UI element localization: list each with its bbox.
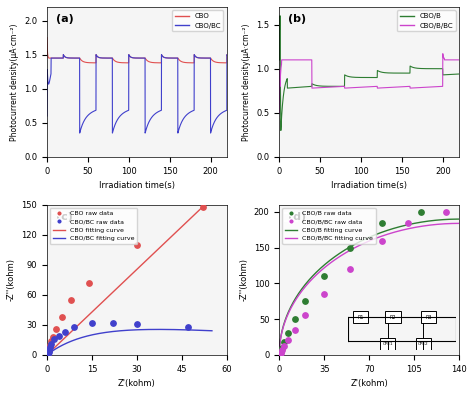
Point: [44, 351, 51, 357]
Y-axis label: -Z''(kohm): -Z''(kohm): [7, 258, 16, 301]
Point: [284, 337, 292, 344]
Point: [55, 333, 63, 339]
Y-axis label: Photocurrent density(μA·cm⁻²): Photocurrent density(μA·cm⁻²): [242, 23, 251, 141]
Text: (a): (a): [56, 15, 74, 24]
Point: [48, 340, 55, 347]
Point: [301, 298, 309, 305]
Point: [45, 349, 52, 356]
Text: (c): (c): [56, 212, 73, 222]
X-axis label: Irradiation time(s): Irradiation time(s): [99, 181, 175, 190]
X-axis label: Z'(kohm): Z'(kohm): [350, 379, 388, 388]
X-axis label: Irradiation time(s): Irradiation time(s): [331, 181, 407, 190]
Point: [45, 350, 52, 356]
Point: [45, 349, 53, 355]
Point: [133, 242, 141, 248]
Point: [320, 273, 328, 279]
Point: [70, 324, 78, 330]
Y-axis label: -Z''(kohm): -Z''(kohm): [239, 258, 248, 301]
Y-axis label: Photocurrent density(μA·cm⁻²): Photocurrent density(μA·cm⁻²): [9, 23, 18, 141]
Point: [404, 220, 411, 226]
Point: [45, 347, 53, 354]
Point: [378, 237, 386, 244]
Point: [276, 350, 283, 357]
Point: [301, 312, 309, 319]
Point: [277, 348, 284, 354]
Point: [58, 314, 66, 320]
Point: [85, 280, 93, 286]
Point: [320, 291, 328, 297]
Point: [49, 334, 57, 340]
Legend: CBO/B raw data, CBO/B/BC raw data, CBO/B fitting curve, CBO/B/BC fitting curve: CBO/B raw data, CBO/B/BC raw data, CBO/B…: [283, 208, 376, 244]
Point: [378, 220, 386, 226]
Point: [276, 351, 283, 357]
Point: [133, 321, 141, 327]
X-axis label: Z'(kohm): Z'(kohm): [118, 379, 156, 388]
Point: [284, 330, 292, 337]
Point: [417, 209, 424, 215]
Point: [46, 347, 53, 353]
Point: [184, 324, 192, 330]
Point: [291, 316, 299, 322]
Point: [291, 327, 299, 333]
Point: [51, 336, 58, 342]
Point: [46, 342, 54, 348]
Point: [48, 338, 55, 344]
Point: [44, 351, 51, 357]
Legend: CBO raw data, CBO/BC raw data, CBO fitting curve, CBO/BC fitting curve: CBO raw data, CBO/BC raw data, CBO fitti…: [50, 208, 137, 244]
Point: [278, 347, 285, 354]
Point: [67, 297, 75, 303]
Point: [277, 350, 284, 356]
Point: [109, 320, 117, 326]
Legend: CBO/B, CBO/B/BC: CBO/B, CBO/B/BC: [397, 10, 456, 32]
Point: [278, 344, 285, 351]
Text: (b): (b): [288, 15, 306, 24]
Point: [46, 344, 54, 350]
Point: [443, 209, 450, 215]
Point: [281, 339, 288, 345]
Point: [46, 344, 53, 351]
Legend: CBO, CBO/BC: CBO, CBO/BC: [172, 10, 223, 32]
Point: [52, 325, 60, 332]
Point: [88, 320, 96, 326]
Point: [346, 245, 354, 251]
Point: [281, 343, 288, 349]
Point: [199, 204, 207, 210]
Point: [346, 266, 354, 272]
Point: [61, 329, 69, 335]
Text: (d): (d): [288, 212, 306, 222]
